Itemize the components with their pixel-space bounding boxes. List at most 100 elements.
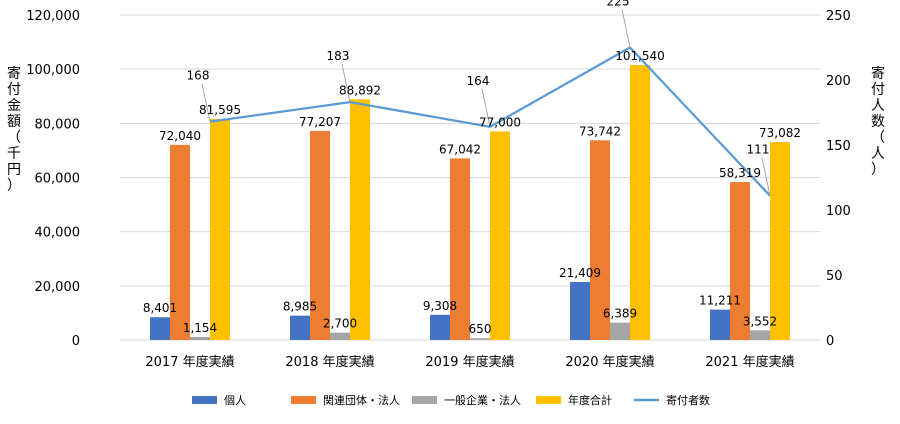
bar-data-label: 11,211: [699, 294, 741, 308]
y-axis-title-char: 付: [7, 82, 21, 98]
y-axis-ticks: 0 20,000 40,000 60,000 80,000 100,000 120,000: [26, 9, 80, 349]
y2-tick-label: 0: [826, 334, 834, 349]
bar: [430, 314, 450, 340]
leader-line: [761, 157, 771, 196]
bar: [490, 131, 510, 340]
bar: [610, 322, 630, 340]
legend-swatch: [536, 396, 561, 404]
data-labels: 8,401 8,985 9,308 21,409 11,211 72,040 77,207 6…: [143, 0, 801, 336]
bar: [310, 130, 330, 340]
category-label: 2019 年度実績: [425, 354, 514, 370]
bar: [450, 158, 470, 340]
y2-axis-title-char: ）: [871, 162, 885, 178]
bar-data-label: 73,082: [759, 126, 801, 140]
y-axis-title-char: 額: [7, 114, 21, 130]
y-axis-title-char: ）: [7, 178, 21, 194]
y-tick-label: 80,000: [35, 117, 81, 132]
bar-data-label: 2,700: [323, 317, 357, 331]
legend-label: 個人: [224, 394, 246, 407]
line-data-label: 168: [187, 69, 210, 83]
bar-data-label: 101,540: [615, 49, 665, 63]
bar-data-label: 1,154: [183, 321, 217, 335]
y2-axis-title-char: 数: [871, 114, 885, 130]
bar-data-label: 77,000: [479, 115, 521, 129]
y-axis-title-char: 千: [7, 146, 21, 162]
y2-axis-title-char: （: [871, 130, 885, 146]
bar: [350, 99, 370, 341]
bars: [150, 64, 790, 341]
y-tick-label: 100,000: [26, 63, 80, 78]
bar: [730, 182, 750, 340]
line-series: [201, 9, 771, 197]
bar: [570, 282, 590, 340]
y2-tick-label: 150: [826, 139, 851, 154]
bar-data-label: 8,401: [143, 301, 177, 315]
category-label: 2021 年度実績: [705, 354, 794, 370]
bar: [150, 317, 170, 340]
y-axis-title-char: （: [7, 130, 21, 146]
leader-line: [341, 63, 351, 103]
bar-data-label: 8,985: [283, 300, 317, 314]
bar-data-label: 58,319: [719, 166, 761, 180]
bar: [190, 336, 210, 340]
leader-line: [621, 9, 631, 48]
category-labels: 2017 年度実績 2018 年度実績 2019 年度実績 2020 年度実績 2021…: [145, 354, 794, 370]
y2-axis-ticks: 0 50 100 150 200 250: [826, 9, 851, 349]
legend-label: 一般企業・法人: [444, 393, 521, 407]
y-tick-label: 60,000: [35, 172, 81, 187]
category-label: 2017 年度実績: [145, 354, 234, 370]
y-tick-label: 20,000: [35, 280, 81, 295]
y2-tick-label: 200: [826, 74, 851, 89]
legend-label: 年度合計: [568, 393, 612, 407]
bar-data-label: 88,892: [339, 83, 381, 97]
bar-data-label: 9,308: [423, 299, 457, 313]
y-tick-label: 40,000: [35, 226, 81, 241]
bar-data-label: 72,040: [159, 129, 201, 143]
legend-swatch: [412, 396, 437, 404]
y-tick-label: 120,000: [26, 9, 80, 24]
bar-data-label: 77,207: [299, 115, 341, 129]
bar: [750, 330, 770, 340]
bar: [290, 315, 310, 340]
bar-data-label: 81,595: [199, 103, 241, 117]
category-label: 2020 年度実績: [565, 354, 654, 370]
y-axis-title-char: 金: [7, 98, 21, 114]
line-data-label: 183: [327, 49, 350, 63]
bar-data-label: 21,409: [559, 266, 601, 280]
bar-data-label: 73,742: [579, 124, 621, 138]
bar: [210, 119, 230, 340]
y2-tick-label: 50: [826, 269, 843, 284]
bar: [330, 332, 350, 340]
y-axis-title-char: 円: [7, 162, 21, 178]
line-data-label: 164: [467, 74, 490, 88]
bar-data-label: 3,552: [743, 314, 777, 328]
y2-tick-label: 250: [826, 9, 851, 24]
line-data-label: 111: [747, 143, 770, 157]
y2-axis-title-char: 付: [871, 82, 885, 98]
y2-axis-title-char: 人: [871, 146, 885, 162]
bar: [170, 144, 190, 340]
bar: [710, 309, 730, 340]
legend-swatch: [291, 396, 316, 404]
bar: [590, 140, 610, 340]
bar-data-label: 6,389: [603, 307, 637, 321]
bar: [770, 142, 790, 340]
leader-line: [201, 83, 211, 122]
legend-swatch: [192, 396, 217, 404]
line-data-label: 225: [607, 0, 630, 9]
bar: [470, 338, 490, 340]
bar-data-label: 67,042: [439, 142, 481, 156]
leader-line: [481, 88, 491, 127]
bar: [630, 64, 650, 340]
legend-label: 関連団体・法人: [323, 393, 400, 407]
category-label: 2018 年度実績: [285, 354, 374, 370]
bar-data-label: 650: [469, 322, 492, 336]
legend-label: 寄付者数: [666, 393, 710, 407]
y-axis-title-char: 寄: [7, 65, 21, 82]
legend: 個人 関連団体・法人 一般企業・法人 年度合計 寄付者数: [192, 393, 710, 407]
y2-tick-label: 100: [826, 204, 851, 219]
y-tick-label: 0: [72, 334, 80, 349]
y2-axis-title-char: 人: [871, 98, 885, 114]
